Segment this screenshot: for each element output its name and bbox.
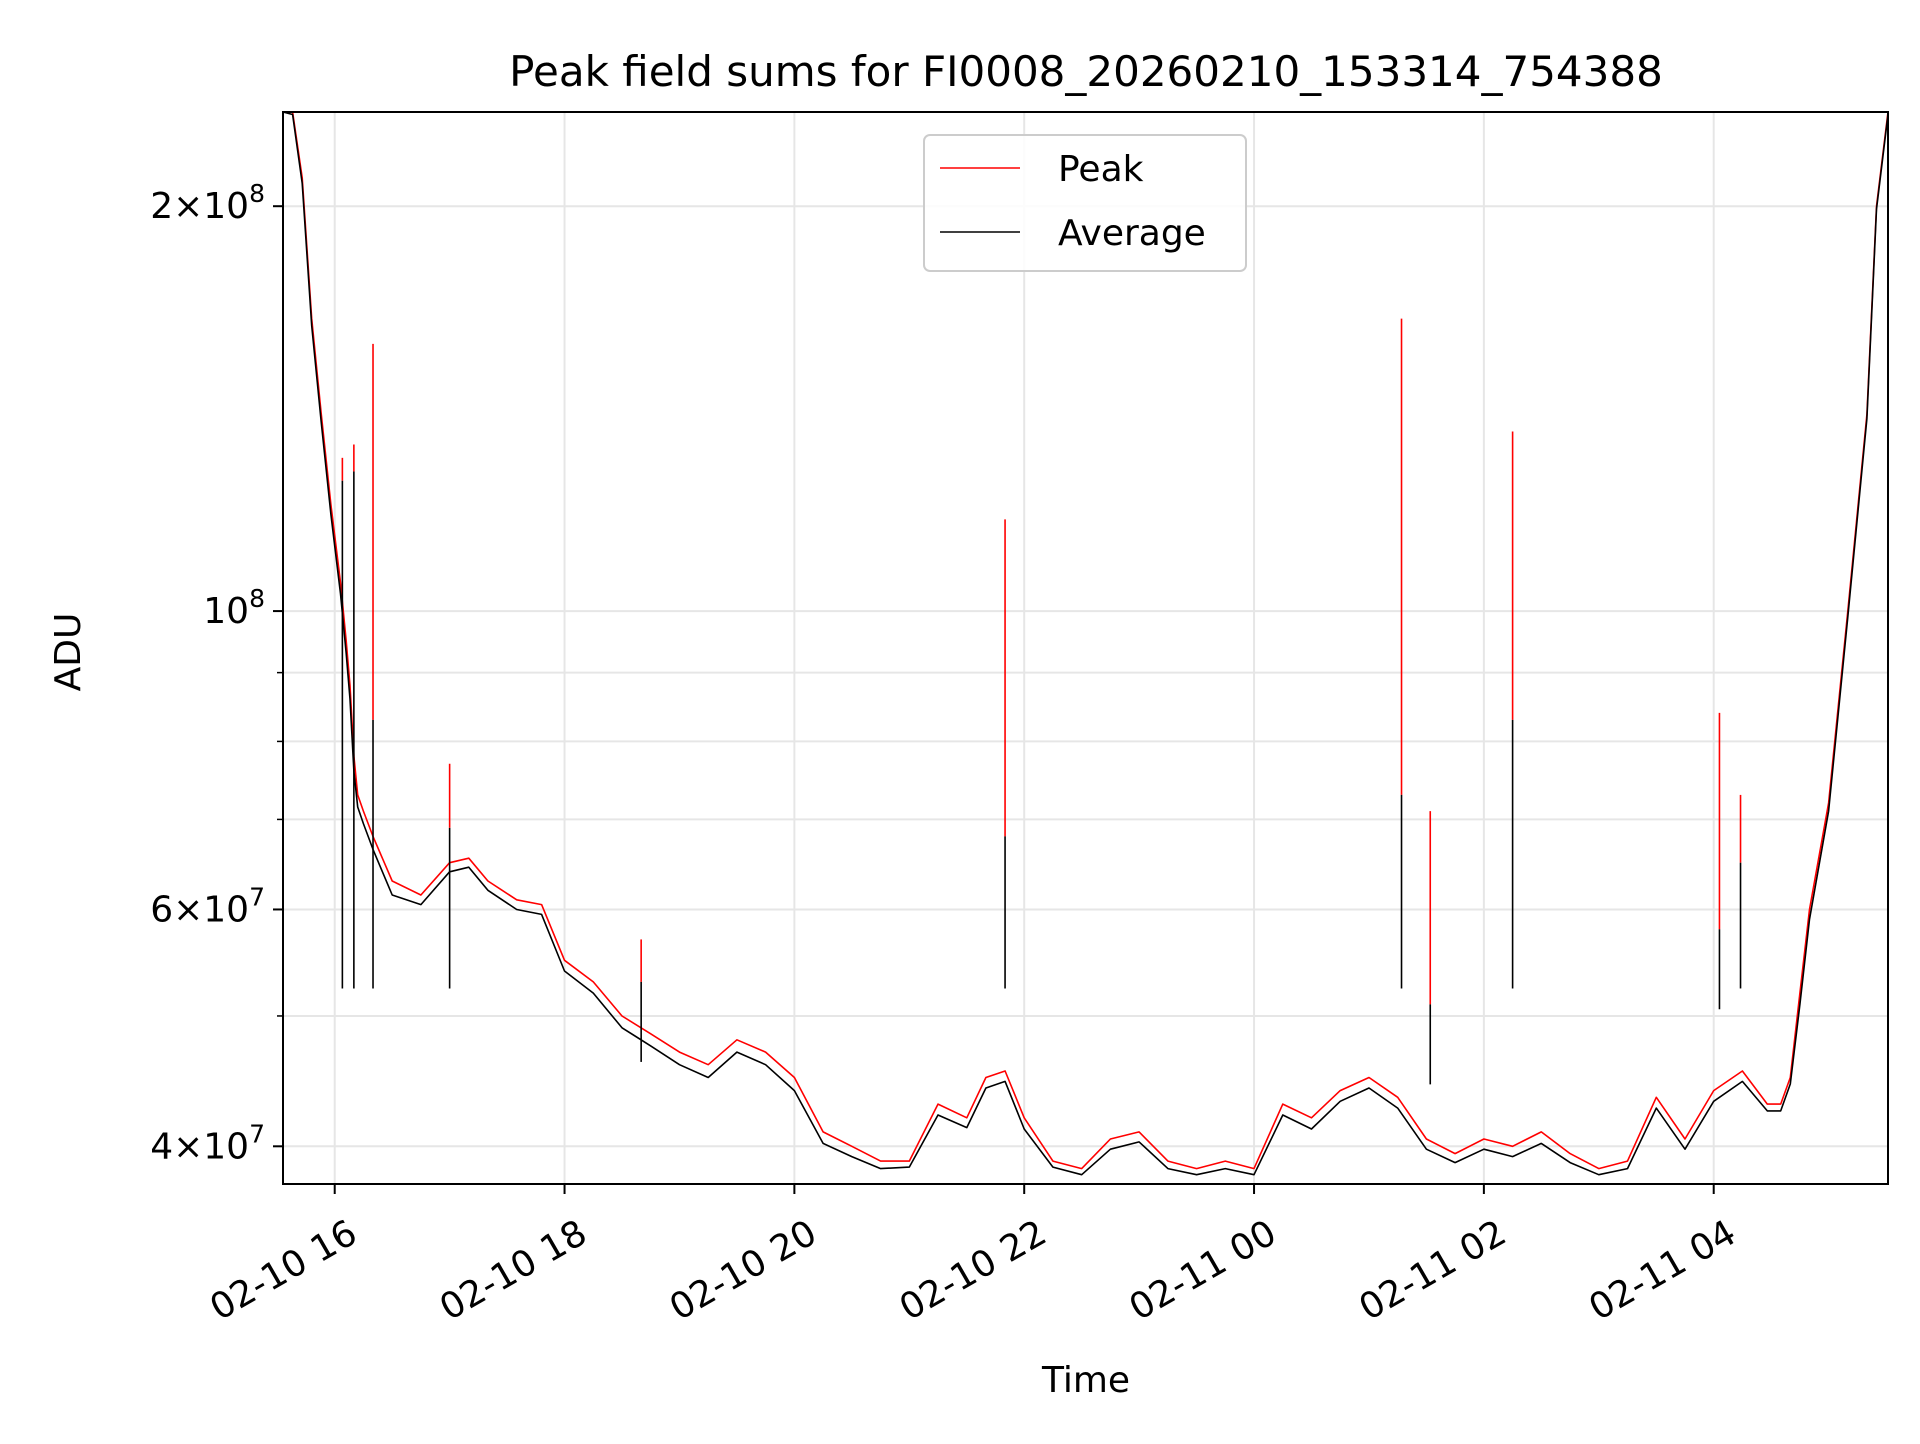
chart-title: Peak field sums for FI0008_20260210_1533… [509,47,1663,96]
legend-label-average: Average [1058,213,1206,254]
x-tick-label: 02-11 00 [1123,1212,1284,1328]
x-tick-label: 02-10 16 [203,1212,364,1328]
y-axis-label: ADU [48,613,89,692]
y-tick-label: 6×107 [150,882,265,930]
y-tick-label: 108 [203,584,265,632]
series-layer [282,111,1889,1176]
y-tick-label: 2×108 [150,179,265,227]
y-axis-ticks: 4×107 6×107 108 2×108 [150,179,283,1167]
legend-label-peak: Peak [1058,149,1144,190]
y-tick-label: 4×107 [150,1119,265,1167]
legend-box [923,134,1247,272]
x-axis-ticks: 02-10 16 02-10 18 02-10 20 02-10 22 02-11 00… [203,1184,1743,1329]
x-tick-label: 02-10 20 [663,1212,824,1328]
grid-layer [283,112,1888,1184]
x-tick-label: 02-11 02 [1352,1212,1513,1328]
x-tick-label: 02-11 04 [1582,1212,1743,1328]
plot-frame [282,111,1889,1185]
legend: Peak Average [923,134,1247,272]
x-tick-label: 02-10 22 [893,1212,1054,1328]
x-axis-label: Time [1041,1360,1130,1401]
x-tick-label: 02-10 18 [433,1212,594,1328]
